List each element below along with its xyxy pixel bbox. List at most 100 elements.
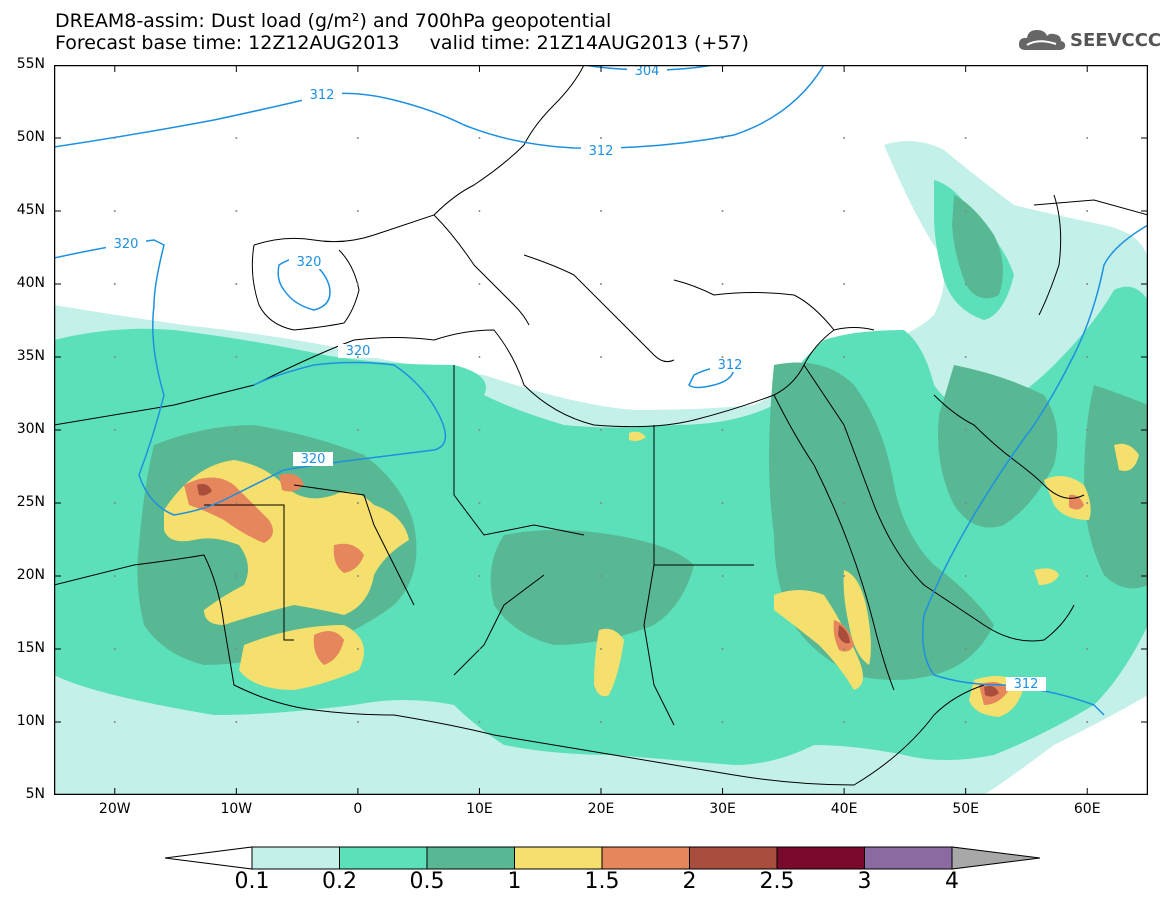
graticule-dot: [113, 283, 116, 285]
lon-tick-label: 20W: [98, 801, 131, 817]
contour-label-bg: [338, 344, 378, 358]
graticule-dot: [964, 502, 967, 504]
graticule-dot: [478, 356, 481, 358]
contour-label-320d: 320: [301, 452, 326, 467]
graticule-dot: [600, 210, 602, 212]
graticule-dot: [721, 575, 724, 577]
graticule-dot: [478, 502, 481, 504]
contour-labels: 312 312 304 320 320 320 320 312 312: [106, 65, 1046, 692]
graticule-dot: [478, 429, 481, 431]
contour-label-320a: 320: [114, 237, 139, 252]
graticule-dot: [356, 429, 359, 431]
contour-label-bg: [1006, 677, 1046, 691]
graticule-dot: [113, 137, 116, 139]
graticule-dot: [235, 575, 238, 577]
graticule-dot: [113, 502, 116, 504]
graticule-dot: [964, 283, 967, 285]
lon-tick-label: 30E: [709, 801, 736, 817]
colorbar-level-label: 4: [945, 869, 959, 894]
dust-layer-2: [197, 483, 999, 697]
lon-tick-label: 50E: [952, 801, 979, 817]
graticule-dot: [721, 721, 724, 723]
graticule-dot: [1086, 575, 1089, 577]
contour-label-bg: [710, 358, 750, 372]
lat-tick-label: 30N: [16, 421, 45, 437]
cloud-logo-icon: [1018, 30, 1066, 50]
colorbar-box: [426, 846, 515, 870]
graticule-dot: [478, 210, 481, 212]
chart-title-line-1: DREAM8-assim: Dust load (g/m²) and 700hP…: [55, 10, 612, 32]
chart-title-line-2: Forecast base time: 12Z12AUG2013 valid t…: [55, 32, 749, 54]
lon-tick-label: 40E: [830, 801, 858, 817]
dust-load-map: 312 312 304 320 320 320 320 312 312: [54, 65, 1148, 795]
graticule-dot: [721, 137, 724, 139]
contour-label-bg: [289, 255, 329, 269]
graticule-dot: [721, 502, 724, 504]
graticule-dot: [1086, 210, 1089, 212]
graticule-dot: [600, 575, 602, 577]
colorbar-level-label: 0.2: [322, 869, 357, 894]
graticule-dot: [843, 137, 846, 139]
lat-tick-label: 5N: [25, 786, 45, 802]
graticule-dot: [356, 575, 359, 577]
contour-label-312c: 312: [718, 358, 743, 373]
graticule-dot: [1086, 502, 1089, 504]
graticule-dot: [113, 429, 116, 431]
graticule-dot: [721, 283, 724, 285]
graticule-dot: [1086, 356, 1089, 358]
colorbar-level-label: 2.5: [759, 869, 795, 894]
graticule-dot: [235, 429, 238, 431]
graticule-dot: [113, 648, 116, 650]
graticule-dot: [721, 429, 724, 431]
lon-tick-label: 20E: [587, 801, 615, 817]
graticule-dot: [964, 575, 967, 577]
graticule-dot: [964, 429, 967, 431]
graticule-dot: [600, 283, 602, 285]
lat-tick-label: 40N: [16, 275, 45, 291]
graticule-dot: [964, 721, 967, 723]
colorbar-low-arrow: [164, 846, 253, 870]
colorbar-level-label: 3: [857, 869, 872, 894]
graticule-dot: [478, 137, 481, 139]
graticule-dot: [721, 356, 724, 358]
colorbar-box: [689, 846, 778, 870]
contour-label-312b: 312: [589, 144, 614, 159]
graticule-dot: [356, 283, 359, 285]
lat-tick-label: 55N: [16, 56, 45, 72]
lat-tick-label: 15N: [16, 640, 45, 656]
lat-tick-label: 10N: [16, 713, 45, 729]
graticule-dot: [113, 575, 116, 577]
contour-label-bg: [627, 65, 667, 77]
lon-tick-label: 0: [353, 801, 363, 817]
graticule-dot: [600, 356, 602, 358]
graticule-dot: [235, 648, 238, 650]
contour-label-312d: 312: [1014, 677, 1039, 692]
coastlines: [54, 65, 1148, 786]
colorbar-high-arrow: [951, 846, 1041, 870]
logo-text: SEEVCCC: [1070, 29, 1162, 51]
colorbar-level-label: 0.1: [234, 869, 270, 894]
graticule-dot: [478, 721, 481, 723]
seevccc-logo: SEEVCCC: [1018, 24, 1161, 56]
graticule-dot: [235, 283, 238, 285]
colorbar-boxes: [164, 846, 1041, 870]
graticule-dots: [113, 137, 1089, 723]
graticule-dot: [843, 575, 846, 577]
contour-label-bg: [293, 452, 333, 466]
graticule-dot: [478, 575, 481, 577]
colorbar-box: [776, 846, 865, 870]
graticule-dot: [600, 721, 602, 723]
graticule-dot: [1086, 648, 1089, 650]
graticule-dot: [600, 137, 602, 139]
graticule-dot: [843, 283, 846, 285]
graticule-dot: [113, 721, 116, 723]
contour-label-bg: [106, 237, 146, 251]
lat-tick-label: 45N: [16, 202, 45, 218]
lat-tick-label: 20N: [16, 567, 45, 583]
graticule-dot: [235, 502, 238, 504]
lon-tick-label: 10W: [220, 801, 253, 817]
graticule-dot: [356, 356, 359, 358]
graticule-dot: [600, 648, 602, 650]
lon-tick-label: 60E: [1073, 801, 1101, 817]
graticule-dot: [356, 210, 359, 212]
